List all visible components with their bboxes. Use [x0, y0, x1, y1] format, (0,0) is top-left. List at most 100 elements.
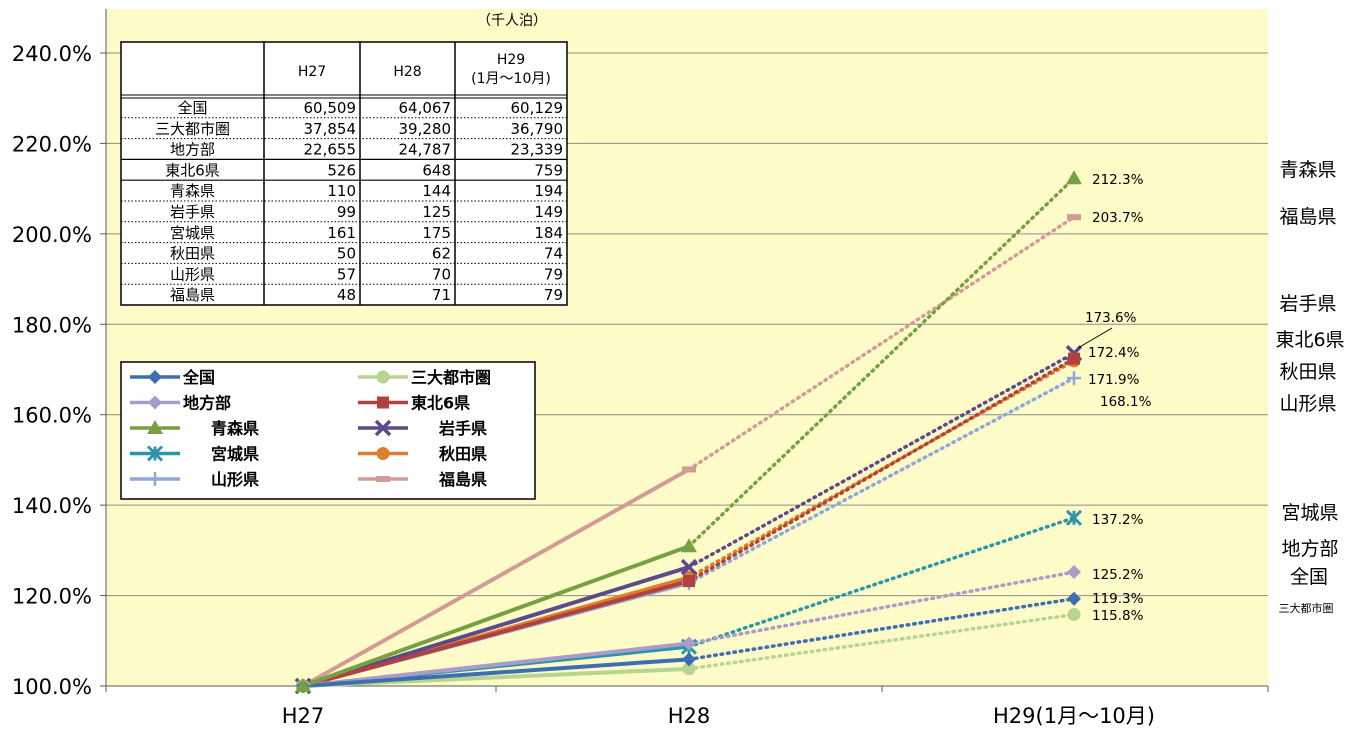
table-cell: 秋田県	[170, 245, 215, 263]
table-header: H28	[393, 64, 421, 80]
table-cell: 125	[422, 203, 451, 221]
y-tick-label: 140.0%	[12, 494, 92, 518]
table-cell: 岩手県	[170, 203, 215, 221]
table-cell: 57	[337, 265, 356, 283]
series-dotted-line	[687, 351, 1076, 569]
legend-label: 地方部	[183, 394, 231, 413]
series-dotted-line	[687, 176, 1076, 549]
series-dotted-line	[687, 356, 1076, 583]
legend-label: 秋田県	[439, 445, 487, 464]
right-label: 全国	[1290, 566, 1328, 588]
marker-diamond	[1067, 591, 1081, 606]
value-label: 203.7%	[1092, 210, 1144, 226]
table-cell: 23,339	[511, 141, 564, 159]
series-solid-line	[301, 641, 691, 688]
table-cell: 70	[432, 265, 451, 283]
marker-x	[374, 419, 392, 437]
marker-triangle	[295, 678, 311, 692]
marker-circle	[376, 447, 390, 460]
table-cell: 194	[534, 182, 563, 200]
table-cell: 110	[327, 182, 356, 200]
legend-label: 宮城県	[211, 445, 259, 464]
series-dotted-line	[687, 596, 1076, 662]
marker-diamond	[682, 652, 696, 667]
marker-x-stroke	[374, 419, 392, 437]
legend-label: 三大都市圏	[411, 368, 491, 387]
table-cell: 60,509	[304, 99, 357, 117]
right-label: 岩手県	[1279, 293, 1336, 315]
legend-label: 全国	[182, 368, 215, 387]
right-label: 山形県	[1279, 393, 1336, 415]
series-dotted-line	[687, 376, 1076, 585]
series-lines	[301, 176, 1076, 688]
value-label: 171.9%	[1088, 372, 1140, 388]
marker-circle	[682, 662, 696, 676]
marker-square	[683, 575, 695, 588]
marker-triangle	[147, 420, 163, 434]
y-tick-label: 180.0%	[12, 313, 92, 337]
table-cell: 山形県	[170, 265, 215, 283]
table-header: H29	[497, 52, 525, 68]
value-label: 173.6%	[1085, 310, 1137, 326]
y-tick-label: 240.0%	[12, 42, 92, 66]
legend-frame	[120, 361, 536, 500]
table-cell: 全国	[177, 99, 207, 117]
x-tick-label: H29(1月〜10月)	[993, 704, 1155, 728]
marker-star	[146, 445, 164, 462]
marker-square	[1068, 352, 1080, 365]
series-dotted-line	[687, 570, 1076, 646]
value-label: 125.2%	[1092, 567, 1144, 583]
table-cell: 48	[337, 286, 356, 304]
table-cell: 79	[544, 265, 563, 283]
marker-circle	[376, 370, 390, 384]
table-cell: 526	[327, 161, 356, 179]
marker-plus	[1067, 371, 1081, 386]
table-cell: 144	[422, 182, 451, 200]
table-cell: 60,129	[511, 99, 564, 117]
table-cell: 184	[534, 224, 563, 242]
series-solid-line	[301, 657, 691, 688]
legend-label: 東北6県	[411, 394, 470, 413]
table-cell: 99	[337, 203, 356, 221]
marker-dash	[682, 466, 696, 473]
value-label: 168.1%	[1100, 394, 1152, 410]
table-cell: 青森県	[170, 182, 215, 200]
marker-circle	[1067, 608, 1081, 622]
table-cell: 149	[534, 203, 563, 221]
marker-dash	[376, 476, 390, 482]
y-tick-label: 120.0%	[12, 585, 92, 609]
value-label: 119.3%	[1092, 591, 1144, 607]
table-cell: 24,787	[399, 141, 452, 159]
table-unit: （千人泊）	[477, 13, 547, 29]
marker-plus	[148, 472, 162, 486]
right-label: 宮城県	[1281, 502, 1338, 524]
table-cell: 74	[544, 245, 563, 263]
table-cell: 22,655	[304, 141, 357, 159]
table-cell: 地方部	[170, 141, 215, 159]
value-labels: 212.3% 203.7% 173.6% 172.4% 171.9% 168.1% 137.…	[1077, 172, 1152, 624]
y-tick-label: 200.0%	[12, 223, 92, 247]
right-label: 地方部	[1281, 538, 1338, 560]
data-table: （千人泊） H27 H28 H29 (1月〜10月) 全国 60,509 64,067 60,1…	[120, 13, 568, 306]
series-solid-line	[301, 579, 691, 688]
table-cell: 三大都市圏	[155, 120, 230, 138]
y-tick-label: 100.0%	[12, 675, 92, 699]
table-cell: 36,790	[511, 120, 564, 138]
right-label: 秋田県	[1279, 361, 1336, 383]
series-markers	[294, 170, 1083, 695]
table-cell: 64,067	[399, 99, 452, 117]
table-cell: 161	[327, 224, 356, 242]
table-cell: 東北6県	[165, 161, 220, 179]
marker-triangle	[1066, 170, 1082, 185]
table-frame	[120, 41, 568, 306]
series-dotted-line	[687, 215, 1076, 472]
table-header: (1月〜10月)	[471, 71, 551, 87]
right-label: 青森県	[1279, 159, 1336, 181]
value-label: 115.8%	[1092, 608, 1144, 624]
marker-square	[377, 396, 389, 409]
y-tick-label: 160.0%	[12, 404, 92, 428]
